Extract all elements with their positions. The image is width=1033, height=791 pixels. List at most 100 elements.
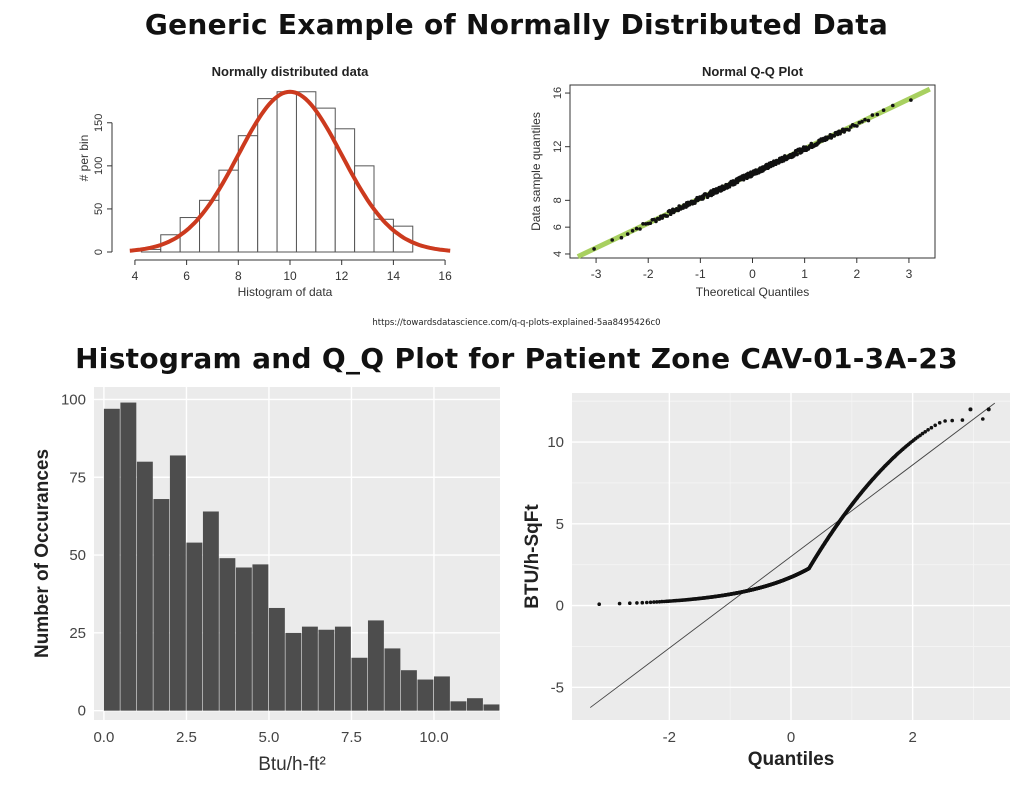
qq1-x-tick-label: -2 xyxy=(643,267,654,281)
hist2-y-tick-label: 0 xyxy=(78,703,86,720)
hist1-x-tick-label: 8 xyxy=(235,269,242,283)
qq1-point xyxy=(795,152,799,157)
hist1-x-tick-label: 10 xyxy=(283,269,297,283)
qq1-x-tick-label: 1 xyxy=(801,267,808,281)
qq2-x-tick-label: -2 xyxy=(663,729,676,746)
qq1-title: Normal Q-Q Plot xyxy=(702,64,804,79)
hist2-bar xyxy=(268,607,285,711)
hist2-bar xyxy=(450,701,467,711)
hist2-x-tick-label: 10.0 xyxy=(419,729,448,746)
hist2-bar xyxy=(301,626,318,711)
hist2-y-label: Number of Occurances xyxy=(32,449,53,658)
hist2-bar xyxy=(153,499,170,711)
qq2-point xyxy=(933,423,937,428)
hist2-bar xyxy=(103,408,120,711)
hist1-y-tick-label: 50 xyxy=(93,203,105,215)
hist2-bar xyxy=(318,629,335,711)
qq1-point xyxy=(634,226,639,231)
qq1-point xyxy=(866,118,871,123)
qq2-y-tick-label: 5 xyxy=(556,516,564,533)
qq2-point xyxy=(617,601,622,606)
qq2-point xyxy=(968,407,973,412)
qq2-point xyxy=(981,417,985,421)
qq1-point xyxy=(638,227,642,231)
qq1-point xyxy=(619,235,624,240)
hist1-x-tick-label: 14 xyxy=(387,269,401,283)
qq1-point xyxy=(847,128,851,132)
qq2-point xyxy=(926,428,930,432)
hist1-x-label: Histogram of data xyxy=(238,285,333,299)
qq1-point xyxy=(857,120,862,125)
hist2-y-tick-label: 50 xyxy=(69,547,86,564)
qq1-point xyxy=(592,247,596,251)
hist2-bar xyxy=(433,676,450,711)
hist2-bar xyxy=(483,704,500,711)
qq2-point xyxy=(937,421,942,425)
hist2-bar xyxy=(120,402,137,711)
qq1-point xyxy=(875,112,880,117)
hist1-y-tick-label: 100 xyxy=(93,157,105,175)
qq1-y-tick-label: 6 xyxy=(552,224,564,230)
qq1-y-tick-label: 16 xyxy=(552,87,564,99)
hist2-bar xyxy=(367,620,384,711)
qq1-x-tick-label: -1 xyxy=(695,267,706,281)
qq1-y-tick-label: 8 xyxy=(552,197,564,203)
hist1-title: Normally distributed data xyxy=(212,64,370,79)
hist2-bar xyxy=(186,542,203,711)
qq1-y-tick-label: 12 xyxy=(552,141,564,153)
qq2-y-tick-label: -5 xyxy=(551,679,564,696)
qq1-y-label: Data sample quantiles xyxy=(529,112,543,231)
qq2-x-label: Quantiles xyxy=(748,749,835,770)
qq2-point xyxy=(929,425,934,430)
qq1-x-tick-label: 0 xyxy=(749,267,756,281)
qq1-point xyxy=(654,219,658,224)
qq1-point xyxy=(832,134,837,138)
hist1-x-tick-label: 4 xyxy=(132,269,139,283)
hist2-bar xyxy=(202,511,219,711)
qq1-point xyxy=(625,232,630,236)
qq2-point xyxy=(986,407,991,412)
hist1-y-tick-label: 150 xyxy=(93,114,105,132)
hist2-y-tick-label: 75 xyxy=(69,469,86,486)
qq1-point xyxy=(863,117,867,122)
hist2-x-tick-label: 7.5 xyxy=(341,729,362,746)
hist2-x-tick-label: 0.0 xyxy=(93,729,114,746)
hist2-x-tick-label: 5.0 xyxy=(259,729,280,746)
hist1-fit-curve xyxy=(129,89,451,253)
qq1-point xyxy=(665,214,670,218)
hist1-x-tick-label: 16 xyxy=(438,269,452,283)
hist2-bar xyxy=(136,461,153,711)
qq1-x-tick-label: 2 xyxy=(853,267,860,281)
hist2-bar xyxy=(252,564,269,711)
qq1-point xyxy=(641,222,645,226)
hist2-bar xyxy=(384,648,401,711)
hist2-bar xyxy=(285,632,302,711)
qq2-point xyxy=(943,419,947,423)
hist2-bar xyxy=(400,670,417,711)
qq2-point xyxy=(597,602,601,606)
bottom-title: Histogram and Q_Q Plot for Patient Zone … xyxy=(75,342,958,375)
qq1-point xyxy=(610,238,614,242)
source-url: https://towardsdatascience.com/q-q-plots… xyxy=(372,318,661,328)
hist1-x-tick-label: 12 xyxy=(335,269,349,283)
hist2-y-tick-label: 100 xyxy=(61,391,86,408)
qq1-x-label: Theoretical Quantiles xyxy=(696,285,809,299)
qq2-point xyxy=(950,418,954,423)
qq1-point xyxy=(657,217,662,221)
qq1-x-tick-label: 3 xyxy=(906,267,913,281)
hist2-bar xyxy=(169,455,186,711)
qq1-point xyxy=(630,229,635,233)
hist2-bar xyxy=(466,698,483,711)
qq2-point xyxy=(960,418,965,422)
hist2-bar xyxy=(235,567,252,711)
qq2-point xyxy=(628,601,632,605)
qq1-point xyxy=(870,113,875,117)
qq2-reference-line xyxy=(589,402,996,708)
hist1-y-tick-label: 0 xyxy=(93,249,105,255)
hist2-bar xyxy=(351,657,368,711)
top-title: Generic Example of Normally Distributed … xyxy=(144,8,889,41)
hist2-bar xyxy=(219,558,236,711)
